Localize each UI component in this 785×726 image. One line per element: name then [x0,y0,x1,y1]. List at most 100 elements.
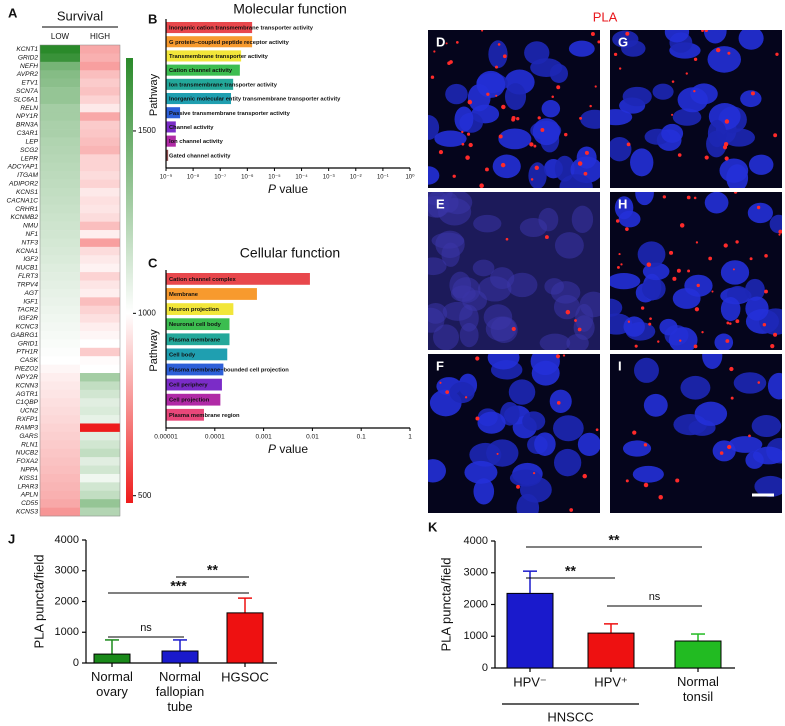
heat-cell [80,449,120,458]
heat-cell [80,188,120,197]
nucleus [575,304,593,332]
heat-cell [80,222,120,231]
pla-punctum [731,397,734,400]
pla-punctum [461,131,463,133]
row-label: LEP [26,138,39,145]
row-label: NPPA [21,466,39,473]
column-label: HIGH [90,32,110,41]
heat-cell [40,499,80,508]
heat-cell [80,138,120,147]
pla-punctum [533,472,535,474]
heat-cell [40,331,80,340]
chart-title: Molecular function [233,1,347,17]
heat-cell [80,62,120,71]
pla-punctum [757,206,760,209]
x-tick-label: Normalfallopiantube [156,669,204,714]
row-label: NTF3 [22,239,39,246]
image-panel-label: E [436,196,445,211]
heat-cell [80,297,120,306]
row-label: TRPV4 [17,281,39,288]
nucleus [607,273,640,289]
nucleus [572,206,593,233]
pla-punctum [529,142,533,146]
x-tick-label: 0.001 [255,434,272,441]
nucleus [708,120,727,147]
nucleus [726,164,748,192]
pla-punctum [726,322,729,325]
pla-punctum [725,119,729,123]
pla-punctum [506,238,509,241]
x-tick-label: HGSOC [221,669,269,684]
pla-punctum [453,175,456,178]
heat-cell [40,289,80,298]
pla-punctum [711,290,713,292]
heat-cell [40,482,80,491]
pla-punctum [735,319,739,323]
pla-punctum [596,428,599,431]
nucleus [493,155,521,179]
heat-cell [40,53,80,62]
row-label: GRID1 [18,340,38,347]
row-label: GARS [19,433,38,440]
heat-cell [40,449,80,458]
image-panel-label: F [436,358,444,373]
heat-cell [80,154,120,163]
pla-punctum [723,145,727,149]
heat-cell [40,264,80,273]
row-label: IGF2 [23,256,38,263]
nucleus [460,323,479,347]
row-label: ADIPOR2 [8,181,38,188]
pla-punctum [501,163,506,168]
bar-label: G protein–coupled peptide receptor activ… [169,40,290,46]
pla-punctum [461,143,464,146]
pla-punctum [439,382,441,384]
heat-cell [40,180,80,189]
pla-punctum [663,195,666,198]
heat-cell [80,87,120,96]
pla-punctum [658,495,662,499]
heat-cell [40,247,80,256]
x-axis-label: P value [268,182,308,196]
heat-cell [80,365,120,374]
heat-cell [80,323,120,332]
heat-cell [80,348,120,357]
row-label: RXFP1 [17,416,39,423]
heat-cell [40,188,80,197]
heat-cell [40,398,80,407]
y-tick-label: 0 [73,657,79,669]
x-tick-label: 10⁻³ [323,175,335,181]
y-axis-label: PLA puncta/field [438,558,453,652]
pla-punctum [595,85,597,87]
pla-punctum [778,234,780,236]
pla-punctum [764,254,768,258]
row-label: CASK [20,357,39,364]
pla-punctum [748,434,751,437]
x-tick-label: HPV⁺ [594,674,628,689]
heat-cell [40,255,80,264]
significance-label: *** [170,578,187,594]
pla-punctum [589,105,591,107]
row-label: KCNS3 [16,509,38,516]
nucleus [534,432,555,456]
pla-punctum [479,183,484,188]
bar-label: Inorganic molecular entity transmembrane… [169,97,341,103]
pla-punctum [697,284,700,287]
heat-cell [40,474,80,483]
pla-punctum [701,29,704,32]
pla-punctum [485,168,489,172]
bar-label: Transmembrane transporter activity [169,54,269,60]
pla-punctum [733,268,735,270]
row-label: NPY1R [16,113,38,120]
heat-cell [80,499,120,508]
nucleus [486,439,518,466]
nucleus [443,302,473,321]
heat-cell [80,390,120,399]
heat-cell [80,398,120,407]
pla-punctum [675,478,679,482]
row-label: PTH1R [16,349,38,356]
nucleus [531,347,560,375]
row-label: ETV1 [22,80,39,87]
nucleus [608,137,632,161]
heat-cell [80,440,120,449]
heat-cell [40,491,80,500]
